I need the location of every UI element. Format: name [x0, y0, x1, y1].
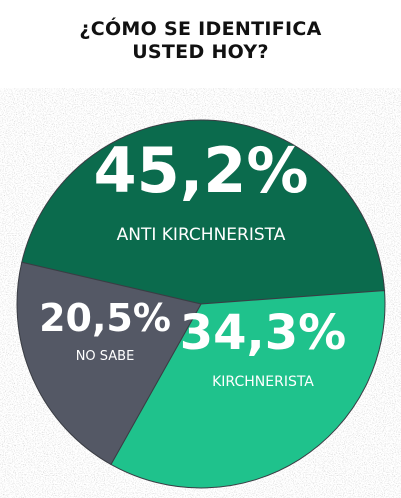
chart-title-line-2: USTED HOY?	[132, 41, 269, 63]
pie-slice-kirchnerista	[110, 290, 386, 489]
slice-value-label: 34,3%	[180, 305, 347, 361]
chart-title: ¿CÓMO SE IDENTIFICA USTED HOY?	[0, 18, 401, 64]
pie-slice-anti-kirchnerista	[21, 119, 386, 305]
pie-slices	[16, 119, 386, 489]
chart-title-line-1: ¿CÓMO SE IDENTIFICA	[79, 18, 322, 40]
slice-value-label: 45,2%	[93, 134, 308, 207]
slice-category-label: KIRCHNERISTA	[212, 374, 314, 390]
slice-category-label: NO SABE	[76, 349, 135, 364]
slice-category-label: ANTI KIRCHNERISTA	[117, 225, 286, 245]
slice-value-label: 20,5%	[39, 296, 171, 340]
pie-labels: 45,2% ANTI KIRCHNERISTA 34,3% KIRCHNERISTA 2…	[39, 134, 346, 390]
pie-slice-no-sabe	[16, 261, 202, 466]
